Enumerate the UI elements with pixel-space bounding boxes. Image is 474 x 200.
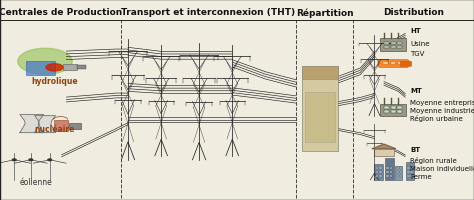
Bar <box>400 175 402 177</box>
Ellipse shape <box>18 49 72 75</box>
Bar <box>374 164 383 180</box>
Text: Maison individuelle: Maison individuelle <box>410 165 474 171</box>
Text: Distribution: Distribution <box>383 8 444 17</box>
Bar <box>380 104 407 116</box>
Bar <box>379 167 382 169</box>
Bar <box>391 107 395 109</box>
Bar <box>397 175 399 177</box>
Bar <box>397 171 399 173</box>
Bar <box>385 158 394 180</box>
Bar <box>397 43 402 45</box>
Text: Centrales de Production: Centrales de Production <box>0 8 122 17</box>
Bar <box>391 63 395 65</box>
Circle shape <box>48 159 52 161</box>
Bar <box>400 167 402 169</box>
Bar <box>386 171 389 173</box>
Bar <box>391 43 395 45</box>
Bar <box>302 67 337 80</box>
Text: Région urbaine: Région urbaine <box>410 115 463 121</box>
Text: nucléaire: nucléaire <box>34 125 75 133</box>
Bar <box>304 92 336 143</box>
Text: hydrolique: hydrolique <box>31 77 78 85</box>
Bar <box>407 167 410 169</box>
Bar <box>384 43 389 45</box>
Bar <box>397 107 402 109</box>
Bar <box>410 175 413 177</box>
Bar <box>380 39 407 52</box>
Text: éolienne: éolienne <box>19 178 52 186</box>
Text: Usine: Usine <box>410 41 429 47</box>
Bar <box>384 111 389 113</box>
Bar <box>383 63 388 65</box>
FancyBboxPatch shape <box>378 60 409 68</box>
Bar <box>390 171 392 173</box>
Bar <box>400 171 402 173</box>
Bar <box>376 171 378 173</box>
Bar <box>406 162 414 180</box>
Text: Répartition: Répartition <box>296 8 354 17</box>
Text: TGV: TGV <box>410 51 424 57</box>
Bar <box>395 166 402 180</box>
Text: Moyenne industrie: Moyenne industrie <box>410 107 474 113</box>
Polygon shape <box>20 115 44 133</box>
Bar <box>410 167 413 169</box>
Bar <box>69 123 81 129</box>
Bar <box>379 171 382 173</box>
Text: Ferme: Ferme <box>410 173 432 179</box>
FancyBboxPatch shape <box>400 62 411 67</box>
Circle shape <box>46 64 63 72</box>
Bar <box>397 167 399 169</box>
Bar <box>386 175 389 177</box>
Polygon shape <box>372 144 396 149</box>
Bar <box>398 63 402 65</box>
Bar <box>391 47 395 49</box>
Bar <box>391 111 395 113</box>
Bar <box>376 167 378 169</box>
Bar <box>302 67 337 151</box>
Bar <box>390 167 392 169</box>
Circle shape <box>29 159 33 161</box>
Bar <box>407 171 410 173</box>
Text: BT: BT <box>410 146 420 152</box>
Text: Région rurale: Région rurale <box>410 157 457 163</box>
Text: MT: MT <box>410 88 422 94</box>
Text: HT: HT <box>410 28 421 34</box>
Bar <box>77 66 86 70</box>
Bar <box>397 47 402 49</box>
Bar <box>26 62 55 76</box>
Bar <box>384 47 389 49</box>
Bar <box>390 175 392 177</box>
Bar <box>376 175 378 177</box>
Bar <box>384 107 389 109</box>
Bar <box>54 120 68 131</box>
Polygon shape <box>35 116 55 133</box>
Bar <box>407 175 410 177</box>
Bar <box>397 111 402 113</box>
Circle shape <box>12 159 16 161</box>
Text: Transport et interconnexion (THT): Transport et interconnexion (THT) <box>121 8 296 17</box>
Bar <box>374 149 394 156</box>
Bar <box>379 175 382 177</box>
Bar <box>410 171 413 173</box>
Bar <box>63 65 77 71</box>
Text: Moyenne entreprise: Moyenne entreprise <box>410 99 474 105</box>
Bar <box>386 167 389 169</box>
